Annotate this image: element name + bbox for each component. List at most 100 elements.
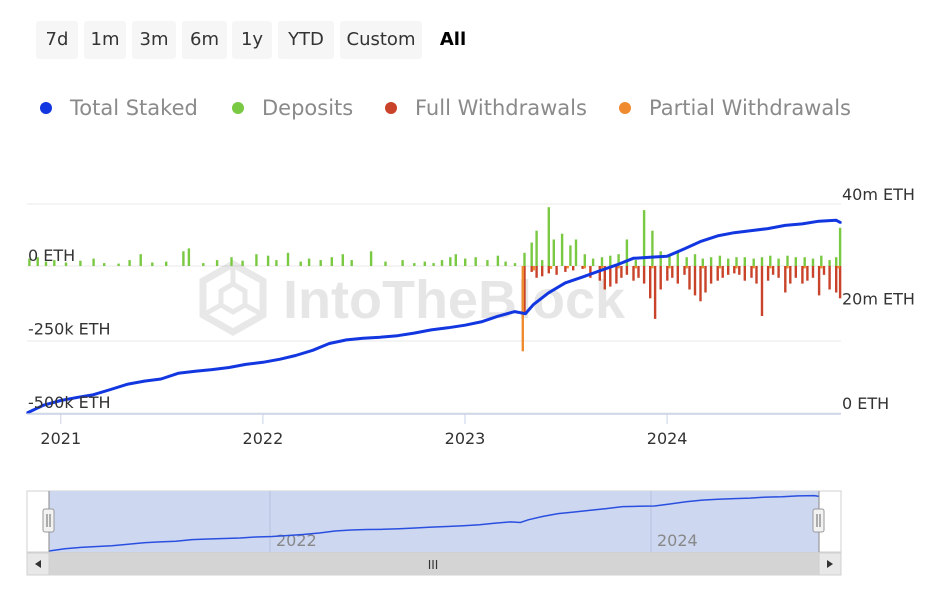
full-withdrawals-bar xyxy=(530,266,533,272)
deposits-bar xyxy=(151,262,154,266)
range-1m-button[interactable]: 1m xyxy=(84,21,126,59)
total-staked-point xyxy=(160,378,162,380)
right-axis-tick-label: 0 ETH xyxy=(842,394,889,413)
total-staked-point xyxy=(524,312,527,315)
arrow-left-icon xyxy=(35,560,41,568)
partial-withdrawals-bar xyxy=(701,266,704,269)
scroll-left-button[interactable] xyxy=(26,552,50,576)
total-staked-point xyxy=(615,264,617,266)
x-tick-label: 2023 xyxy=(445,429,486,448)
deposits-bar xyxy=(423,261,426,266)
scrollbar-thumb[interactable] xyxy=(49,553,819,575)
full-withdrawals-bar xyxy=(649,266,652,299)
full-withdrawals-bar xyxy=(659,266,662,290)
total-staked-point xyxy=(564,282,566,284)
line-series xyxy=(26,218,842,415)
full-withdrawals-bar xyxy=(738,266,741,275)
scrollbar[interactable]: III xyxy=(26,552,842,576)
deposits-bar xyxy=(449,257,452,266)
arrow-right-icon xyxy=(827,560,833,568)
deposits-bar xyxy=(668,254,671,266)
full-withdrawals-bar xyxy=(743,266,746,281)
scroll-right-button[interactable] xyxy=(818,552,842,576)
deposits-bar xyxy=(718,255,722,266)
scrollbar-grip-icon: III xyxy=(428,558,439,572)
range-all-button[interactable]: All xyxy=(439,29,467,50)
deposits-bar xyxy=(811,258,815,266)
range-ytd-button[interactable]: YTD xyxy=(278,21,334,59)
full-withdrawals-bar xyxy=(547,266,550,274)
full-withdrawals-bar xyxy=(683,266,686,275)
deposits-bar xyxy=(835,257,838,266)
total-staked-point xyxy=(733,231,735,234)
right-axis-tick-label: 40m ETH xyxy=(842,185,915,204)
full-withdrawals-bar xyxy=(581,266,584,269)
total-staked-point xyxy=(194,370,197,373)
total-staked-point xyxy=(767,227,769,230)
full-withdrawals-bar xyxy=(632,266,635,281)
total-staked-point xyxy=(77,396,79,399)
partial-withdrawals-bar xyxy=(549,266,553,269)
full-withdrawals-bar xyxy=(806,266,809,281)
deposits-bar xyxy=(319,260,322,266)
full-withdrawals-bar xyxy=(523,266,526,313)
deposits-bar xyxy=(139,254,142,266)
deposits-bar xyxy=(777,258,780,266)
deposits-bar xyxy=(44,261,48,266)
range-3m-button[interactable]: 3m xyxy=(132,21,176,59)
axes: 2021 2022 2023 2024 0 ETH -250k ETH -500k ETH 4… xyxy=(27,185,915,448)
partial-withdrawals-bar xyxy=(803,266,806,269)
total-staked-point xyxy=(447,327,449,329)
navigator-series-line xyxy=(48,494,820,552)
deposits-bar xyxy=(474,257,477,266)
range-1y-button[interactable]: 1y xyxy=(232,21,272,59)
watermark-logo-icon xyxy=(199,259,267,337)
total-staked-point xyxy=(666,255,668,258)
deposits-bar xyxy=(128,260,131,266)
legend-dot-icon xyxy=(232,102,244,114)
left-axis-tick-label: -250k ETH xyxy=(28,320,111,339)
partial-withdrawals-bar xyxy=(521,266,524,352)
deposits-bar xyxy=(286,252,290,266)
full-withdrawals-bar xyxy=(716,266,719,281)
deposits-bar xyxy=(820,255,823,266)
range-7d-button[interactable]: 7d xyxy=(36,21,78,59)
deposits-bar xyxy=(79,260,82,266)
deposits-bar xyxy=(230,257,233,266)
range-6m-button[interactable]: 6m xyxy=(182,21,227,59)
navigator-left-handle[interactable] xyxy=(42,508,55,533)
total-staked-point xyxy=(699,240,702,243)
total-staked-point xyxy=(481,320,484,323)
full-withdrawals-bar xyxy=(784,266,787,293)
total-staked-point xyxy=(547,292,550,294)
full-withdrawals-bar xyxy=(835,266,838,293)
deposits-bar xyxy=(64,262,68,266)
partial-withdrawals-bar xyxy=(786,266,789,269)
partial-withdrawals-bar xyxy=(668,266,671,269)
full-withdrawals-bar xyxy=(572,266,575,271)
deposits-bar xyxy=(299,261,302,266)
deposits-bar xyxy=(709,257,713,266)
left-axis-tick-label: 0 ETH xyxy=(28,246,75,265)
legend-label: Partial Withdrawals xyxy=(649,96,852,120)
deposits-bar xyxy=(659,251,662,266)
deposits-bar xyxy=(583,254,586,266)
full-withdrawals-bar xyxy=(822,266,826,275)
deposits-bar xyxy=(464,258,467,266)
deposits-bar xyxy=(727,258,730,266)
deposits-bar xyxy=(701,258,704,266)
deposits-bar xyxy=(685,257,688,266)
total-staked-point xyxy=(413,332,415,334)
full-withdrawals-bar xyxy=(789,266,792,284)
range-custom-button[interactable]: Custom xyxy=(340,21,422,59)
full-withdrawals-bar xyxy=(564,266,567,272)
total-staked-point xyxy=(42,404,45,407)
partial-withdrawals-bar xyxy=(752,266,755,269)
legend-dot-icon xyxy=(385,102,397,114)
total-staked-point xyxy=(60,399,62,402)
full-withdrawals-bar xyxy=(541,266,544,277)
deposits-bar xyxy=(752,258,755,266)
deposits-bar xyxy=(600,257,604,266)
navigator-right-handle[interactable] xyxy=(812,508,825,533)
total-staked-point xyxy=(649,256,651,259)
